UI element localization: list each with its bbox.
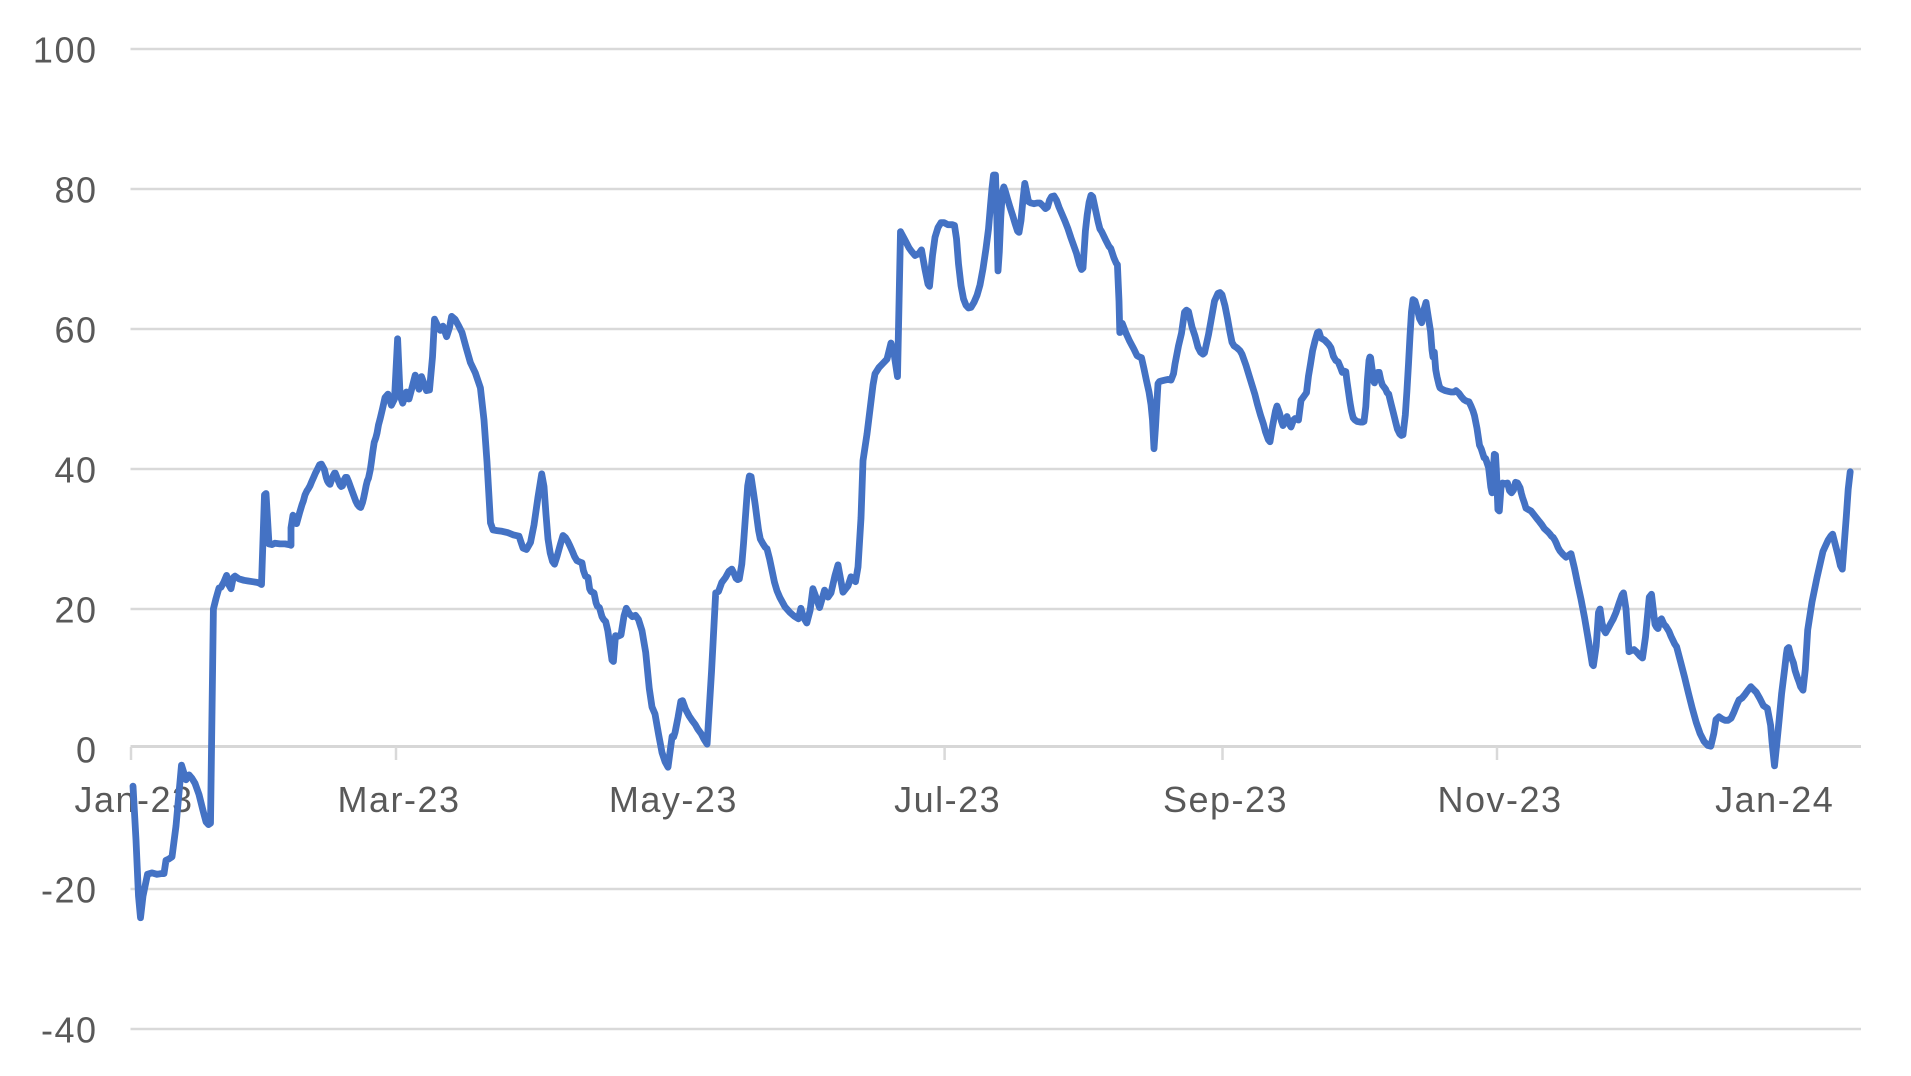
svg-text:May-23: May-23 xyxy=(609,779,738,820)
svg-text:0: 0 xyxy=(76,730,98,771)
svg-text:Mar-23: Mar-23 xyxy=(337,779,460,820)
svg-text:100: 100 xyxy=(33,30,98,71)
svg-text:Nov-23: Nov-23 xyxy=(1437,779,1562,820)
svg-text:-40: -40 xyxy=(41,1010,98,1051)
svg-text:Jan-24: Jan-24 xyxy=(1715,779,1834,820)
svg-text:40: 40 xyxy=(54,450,97,491)
svg-text:Jul-23: Jul-23 xyxy=(894,779,1001,820)
svg-text:Sep-23: Sep-23 xyxy=(1163,779,1288,820)
svg-text:60: 60 xyxy=(54,310,97,351)
svg-text:80: 80 xyxy=(54,170,97,211)
svg-text:20: 20 xyxy=(54,590,97,631)
svg-text:-20: -20 xyxy=(41,870,98,911)
